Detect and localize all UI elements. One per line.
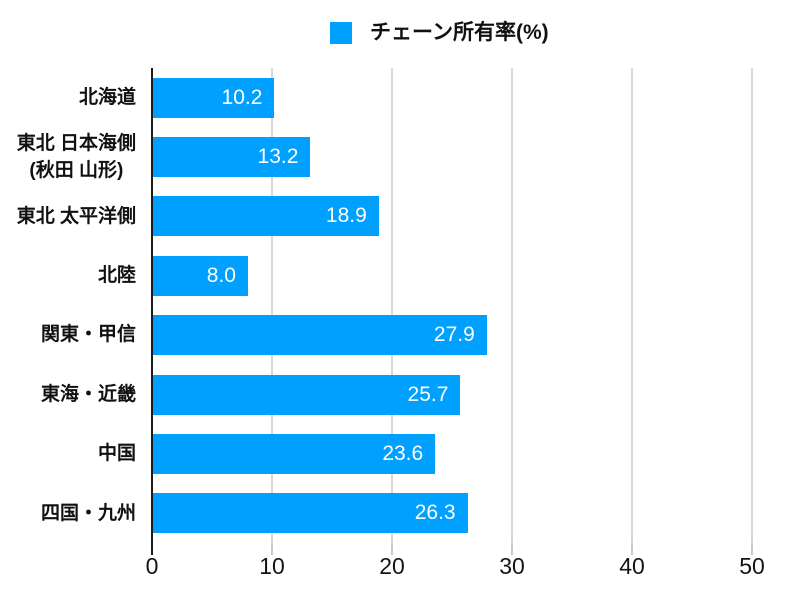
gridline xyxy=(631,68,633,543)
bar: 13.2 xyxy=(152,137,311,178)
bar-row: 26.3 xyxy=(152,484,752,543)
bar-row: 8.0 xyxy=(152,246,752,305)
category-label: 東北 太平洋側 xyxy=(0,187,152,246)
bar-value-label: 23.6 xyxy=(382,441,424,465)
bar: 26.3 xyxy=(152,493,468,534)
bar-value-label: 25.7 xyxy=(407,382,449,406)
x-tick-label: 30 xyxy=(499,553,525,579)
bar: 27.9 xyxy=(152,315,487,356)
category-label-text: 関東・甲信 xyxy=(40,324,136,346)
category-label: 東海・近畿 xyxy=(0,365,152,424)
bar-row: 27.9 xyxy=(152,306,752,365)
category-label-text: 中国 xyxy=(97,443,136,465)
bar-row: 18.9 xyxy=(152,187,752,246)
gridline xyxy=(271,68,273,543)
gridline xyxy=(511,68,513,543)
bar: 8.0 xyxy=(152,255,248,296)
x-tick-label: 50 xyxy=(739,553,765,579)
x-axis-labels: 0 10 20 30 40 50 xyxy=(146,553,765,583)
category-label-text: 東北 太平洋側 xyxy=(16,205,136,227)
tick-mark xyxy=(631,543,633,555)
category-label-text: 北陸 xyxy=(97,265,136,287)
bar-row: 23.6 xyxy=(152,424,752,483)
bar: 23.6 xyxy=(152,433,436,474)
legend-label: チェーン所有率(%) xyxy=(370,21,549,44)
x-tick-label: 10 xyxy=(259,553,285,579)
bar-value-label: 26.3 xyxy=(414,501,456,525)
category-label: 四国・九州 xyxy=(0,484,152,543)
bar-series: 10.2 13.2 18.9 8.0 27.9 25.7 23.6 26.3 xyxy=(152,68,752,543)
x-tick-label: 20 xyxy=(379,553,405,579)
category-label-text: 東海・近畿 xyxy=(40,383,136,405)
bar-value-label: 13.2 xyxy=(257,145,299,169)
gridline xyxy=(751,68,753,543)
legend: チェーン所有率(%) xyxy=(330,22,549,44)
bar: 25.7 xyxy=(152,374,461,415)
bar-value-label: 10.2 xyxy=(221,85,263,109)
bar-value-label: 27.9 xyxy=(433,323,475,347)
y-axis-line xyxy=(151,68,153,555)
legend-swatch-icon xyxy=(330,22,352,44)
category-label: 北海道 xyxy=(0,68,152,127)
tick-mark xyxy=(751,543,753,555)
x-tick-label: 0 xyxy=(145,553,159,579)
bar-row: 25.7 xyxy=(152,365,752,424)
x-tick-label: 40 xyxy=(619,553,645,579)
category-label: 関東・甲信 xyxy=(0,306,152,365)
category-label: 東北 日本海側 (秋田 山形) xyxy=(0,127,152,186)
bar-row: 13.2 xyxy=(152,127,752,186)
bar: 10.2 xyxy=(152,77,275,118)
x-axis-ticks xyxy=(152,543,753,555)
category-label-text: 四国・九州 xyxy=(40,502,136,524)
category-label-text: 北海道 xyxy=(78,86,136,108)
tick-mark xyxy=(511,543,513,555)
category-label: 中国 xyxy=(0,424,152,483)
bar-value-label: 8.0 xyxy=(206,263,236,287)
gridline xyxy=(391,68,393,543)
category-label-text: 東北 日本海側 (秋田 山形) xyxy=(16,132,136,182)
tick-mark xyxy=(271,543,273,555)
plot-area: 10.2 13.2 18.9 8.0 27.9 25.7 23.6 26.3 xyxy=(151,68,753,555)
tick-mark xyxy=(391,543,393,555)
bar-row: 10.2 xyxy=(152,68,752,127)
category-label: 北陸 xyxy=(0,246,152,305)
category-axis: 北海道東北 日本海側 (秋田 山形) 東北 太平洋側北陸関東・甲信東海・近畿中国四… xyxy=(0,68,152,543)
bar-value-label: 18.9 xyxy=(325,204,367,228)
bar: 18.9 xyxy=(152,196,379,237)
